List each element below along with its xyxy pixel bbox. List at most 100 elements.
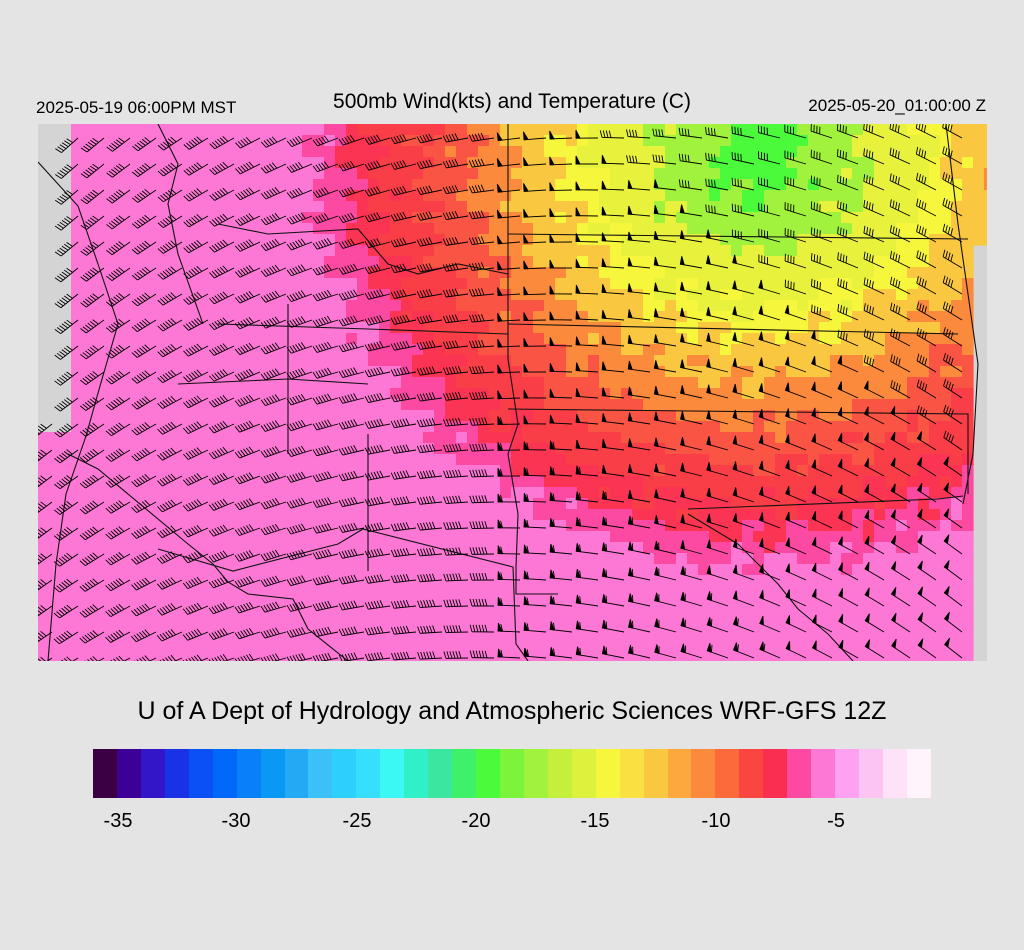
temperature-cell — [764, 597, 776, 609]
temperature-cell — [775, 476, 787, 488]
temperature-cell — [489, 234, 501, 246]
wind-barb — [837, 484, 859, 503]
temperature-cell — [335, 531, 347, 543]
temperature-cell — [654, 135, 666, 147]
temperature-cell — [852, 542, 864, 554]
temperature-cell — [258, 366, 270, 378]
temperature-cell — [511, 443, 523, 455]
temperature-cell — [181, 454, 193, 466]
temperature-cell — [357, 179, 369, 191]
temperature-cell — [918, 245, 930, 257]
temperature-cell — [874, 168, 886, 180]
temperature-cell — [841, 322, 853, 334]
temperature-cell — [82, 630, 94, 642]
temperature-cell — [346, 190, 358, 202]
temperature-cell — [203, 190, 215, 202]
temperature-cell — [38, 586, 50, 598]
temperature-cell — [225, 432, 237, 444]
wind-barb — [208, 369, 235, 382]
temperature-cell — [775, 498, 787, 510]
temperature-cell — [852, 201, 864, 213]
temperature-cell — [940, 542, 952, 554]
temperature-cell — [830, 542, 842, 554]
temperature-cell — [621, 212, 633, 224]
temperature-cell — [555, 498, 567, 510]
temperature-cell — [764, 575, 776, 587]
temperature-cell — [335, 245, 347, 257]
temperature-cell — [335, 542, 347, 554]
temperature-cell — [269, 311, 281, 323]
temperature-cell — [533, 597, 545, 609]
temperature-cell — [643, 597, 655, 609]
wind-barb — [312, 497, 339, 508]
temperature-cell — [148, 245, 160, 257]
temperature-cell — [654, 432, 666, 444]
temperature-cell — [401, 333, 413, 345]
temperature-cell — [346, 124, 358, 136]
temperature-cell — [610, 597, 622, 609]
temperature-cell — [819, 355, 831, 367]
temperature-cell — [214, 344, 226, 356]
temperature-cell — [632, 344, 644, 356]
temperature-cell — [115, 157, 127, 169]
temperature-cell — [511, 146, 523, 158]
temperature-cell — [577, 223, 589, 235]
temperature-cell — [434, 465, 446, 477]
wind-barb — [131, 188, 157, 203]
temperature-cell — [115, 201, 127, 213]
temperature-cell — [808, 586, 820, 598]
temperature-cell — [170, 135, 182, 147]
temperature-cell — [423, 344, 435, 356]
temperature-cell — [731, 531, 743, 543]
temperature-cell — [566, 542, 578, 554]
wind-barb — [38, 501, 53, 514]
temperature-cell — [434, 344, 446, 356]
temperature-cell — [192, 212, 204, 224]
temperature-cell — [544, 509, 556, 521]
temperature-cell — [621, 443, 633, 455]
temperature-cell — [654, 333, 666, 345]
temperature-cell — [203, 311, 215, 323]
wind-barb — [131, 422, 157, 436]
temperature-cell — [456, 333, 468, 345]
temperature-cell — [302, 410, 314, 422]
temperature-cell — [830, 355, 842, 367]
temperature-cell — [434, 256, 446, 268]
temperature-cell — [346, 399, 358, 411]
temperature-cell — [357, 597, 369, 609]
temperature-cell — [126, 333, 138, 345]
temperature-cell — [797, 465, 809, 477]
temperature-cell — [203, 322, 215, 334]
temperature-cell — [896, 124, 908, 136]
wind-barb — [705, 204, 729, 217]
temperature-cell — [115, 498, 127, 510]
wind-barb — [209, 135, 235, 150]
temperature-cell — [467, 124, 479, 136]
temperature-cell — [577, 300, 589, 312]
wind-barb — [758, 357, 781, 373]
wind-barb — [678, 153, 703, 165]
temperature-cell — [126, 410, 138, 422]
temperature-cell — [709, 487, 721, 499]
temperature-cell — [852, 509, 864, 521]
temperature-cell — [676, 377, 688, 389]
temperature-cell — [588, 575, 600, 587]
temperature-cell — [874, 432, 886, 444]
temperature-cell — [214, 432, 226, 444]
temperature-cell — [753, 597, 765, 609]
temperature-cell — [643, 652, 655, 661]
temperature-cell — [841, 245, 853, 257]
temperature-cell — [698, 146, 710, 158]
temperature-cell — [137, 531, 149, 543]
temperature-cell — [742, 300, 754, 312]
temperature-cell — [236, 410, 248, 422]
temperature-cell — [412, 223, 424, 235]
temperature-cell — [269, 432, 281, 444]
temperature-cell — [269, 179, 281, 191]
temperature-cell — [71, 300, 83, 312]
temperature-cell — [467, 212, 479, 224]
temperature-cell — [676, 311, 688, 323]
temperature-cell — [126, 223, 138, 235]
temperature-cell — [346, 432, 358, 444]
temperature-cell — [874, 322, 886, 334]
